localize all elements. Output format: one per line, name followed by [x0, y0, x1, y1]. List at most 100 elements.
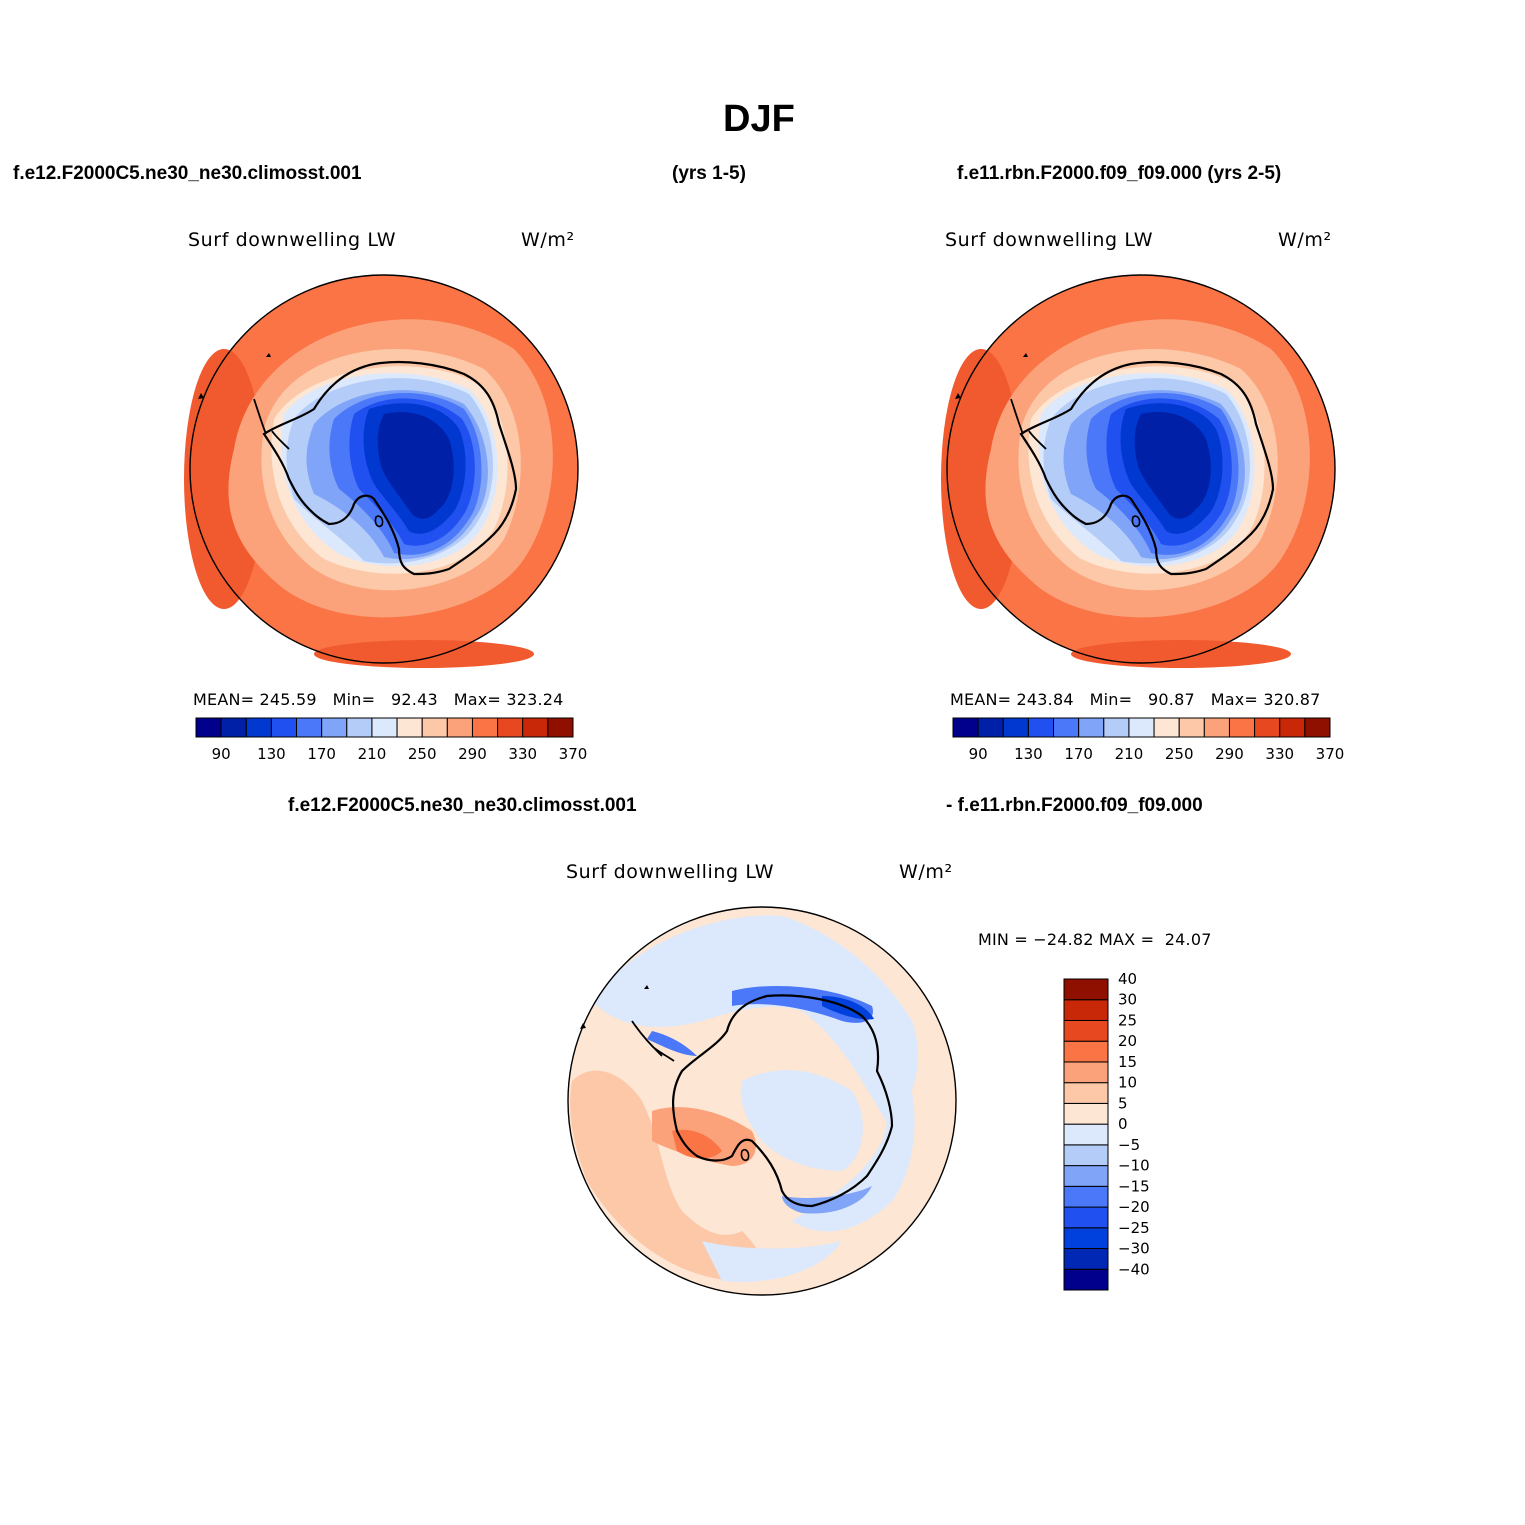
colorbar-swatch	[1063, 1102, 1109, 1125]
colorbar-panel1: 90 130 170 210 250 290 330 370	[195, 717, 588, 763]
colorbar-swatch	[446, 717, 473, 738]
colorbar-swatch	[195, 717, 222, 738]
colorbar-tick-label: 170	[1064, 745, 1093, 763]
colorbar-tick-label: 30	[1118, 991, 1137, 1009]
colorbar-swatch	[1063, 1019, 1109, 1042]
colorbar-tick-label: −25	[1118, 1219, 1150, 1237]
case1-years: (yrs 1-5)	[672, 163, 746, 184]
panel1-map	[182, 273, 580, 670]
colorbar-tick-label: 250	[408, 745, 437, 763]
max-label: Max=	[1210, 690, 1259, 709]
diff-header-left: f.e12.F2000C5.ne30_ne30.climosst.001	[288, 795, 637, 816]
colorbar-tick-label: 290	[458, 745, 487, 763]
panel3-variable: Surf downwelling LW	[566, 861, 775, 883]
max-label: Max=	[453, 690, 502, 709]
min-label: MIN =	[978, 930, 1028, 949]
max-value: 323.24	[506, 690, 564, 709]
colorbar-tick-label: 130	[1014, 745, 1043, 763]
colorbar-swatch	[1304, 717, 1331, 738]
colorbar-swatch	[1063, 1268, 1109, 1291]
colorbar-tick-label: 130	[257, 745, 286, 763]
colorbar-diff: −40 −30 −25 −20 −15 −10 −5 0 5 10 15 20 25 30 40	[1063, 970, 1150, 1291]
colorbar-tick-label: 250	[1165, 745, 1194, 763]
colorbar-tick-label: −15	[1118, 1177, 1150, 1195]
mean-label: MEAN=	[950, 690, 1012, 709]
colorbar-swatch	[1203, 717, 1230, 738]
colorbar-swatch	[371, 717, 398, 738]
case2-header: f.e11.rbn.F2000.f09_f09.000 (yrs 2-5)	[957, 163, 1282, 184]
case1-header: f.e12.F2000C5.ne30_ne30.climosst.001	[13, 163, 362, 184]
colorbar-tick-label: 25	[1118, 1011, 1137, 1029]
colorbar-tick-label: 330	[508, 745, 537, 763]
colorbar-swatch	[1228, 717, 1256, 738]
colorbar-tick-label: −30	[1118, 1240, 1150, 1258]
figure-title: DJF	[723, 98, 795, 140]
colorbar-swatch	[1063, 999, 1109, 1021]
min-label: Min=	[1089, 690, 1133, 709]
colorbar-swatch	[1063, 1206, 1109, 1229]
mean-value: 243.84	[1016, 690, 1074, 709]
colorbar-swatch	[1063, 1227, 1109, 1250]
colorbar-tick-label: 10	[1118, 1074, 1137, 1092]
panel3-map	[567, 906, 957, 1296]
colorbar-swatch	[1027, 717, 1055, 738]
panel3-stats: MIN = −24.82 MAX = 24.07	[978, 930, 1212, 949]
colorbar-tick-label: 370	[559, 745, 588, 763]
mean-label: MEAN=	[193, 690, 255, 709]
colorbar-tick-label: 170	[307, 745, 336, 763]
diff-header-right: - f.e11.rbn.F2000.f09_f09.000	[946, 795, 1203, 816]
colorbar-swatch	[1053, 717, 1080, 738]
colorbar-swatch	[1063, 1185, 1109, 1208]
colorbar-swatch	[1254, 717, 1281, 738]
colorbar-tick-label: 330	[1265, 745, 1294, 763]
colorbar-swatch	[296, 717, 323, 738]
max-label: MAX =	[1099, 930, 1155, 949]
colorbar-swatch	[270, 717, 298, 738]
colorbar-tick-label: 90	[212, 745, 231, 763]
colorbar-swatch	[1063, 1165, 1109, 1187]
colorbar-tick-label: 15	[1118, 1053, 1137, 1071]
colorbar-tick-label: 20	[1118, 1032, 1137, 1050]
panel1-variable: Surf downwelling LW	[188, 229, 397, 251]
colorbar-swatch	[471, 717, 499, 738]
colorbar-tick-label: 90	[969, 745, 988, 763]
colorbar-swatch	[977, 717, 1004, 738]
colorbar-tick-label: −40	[1118, 1260, 1150, 1278]
colorbar-panel2: 90 130 170 210 250 290 330 370	[952, 717, 1345, 763]
colorbar-swatch	[1103, 717, 1130, 738]
colorbar-tick-label: 210	[1115, 745, 1144, 763]
colorbar-swatch	[497, 717, 524, 738]
colorbar-tick-label: 370	[1316, 745, 1345, 763]
colorbar-swatch	[1002, 717, 1029, 738]
colorbar-tick-label: 0	[1118, 1115, 1128, 1133]
colorbar-tick-label: −20	[1118, 1198, 1150, 1216]
panel2-units: W/m²	[1278, 229, 1332, 251]
colorbar-swatch	[952, 717, 979, 738]
colorbar-swatch	[1063, 1123, 1109, 1146]
colorbar-swatch	[1128, 717, 1155, 738]
panel2-map	[939, 273, 1337, 670]
colorbar-swatch	[220, 717, 247, 738]
colorbar-swatch	[346, 717, 373, 738]
colorbar-tick-label: 5	[1118, 1094, 1128, 1112]
panel2-stats: MEAN= 243.84 Min= 90.87 Max= 320.87	[950, 690, 1321, 709]
panel2-variable: Surf downwelling LW	[945, 229, 1154, 251]
panel1-stats: MEAN= 245.59 Min= 92.43 Max= 323.24	[193, 690, 564, 709]
colorbar-swatch	[1063, 1082, 1109, 1104]
colorbar-swatch	[1178, 717, 1205, 738]
min-label: Min=	[332, 690, 376, 709]
colorbar-swatch	[1063, 1144, 1109, 1167]
colorbar-swatch	[1063, 1040, 1109, 1063]
colorbar-swatch	[1153, 717, 1180, 738]
colorbar-swatch	[1078, 717, 1105, 738]
min-value: −24.82	[1033, 930, 1094, 949]
colorbar-swatch	[321, 717, 348, 738]
colorbar-swatch	[547, 717, 574, 738]
colorbar-swatch	[1063, 1061, 1109, 1084]
colorbar-swatch	[522, 717, 549, 738]
colorbar-tick-label: −5	[1118, 1136, 1140, 1154]
colorbar-swatch	[1063, 978, 1109, 1001]
colorbar-swatch	[1279, 717, 1306, 738]
max-value: 320.87	[1263, 690, 1321, 709]
colorbar-tick-label: 210	[358, 745, 387, 763]
